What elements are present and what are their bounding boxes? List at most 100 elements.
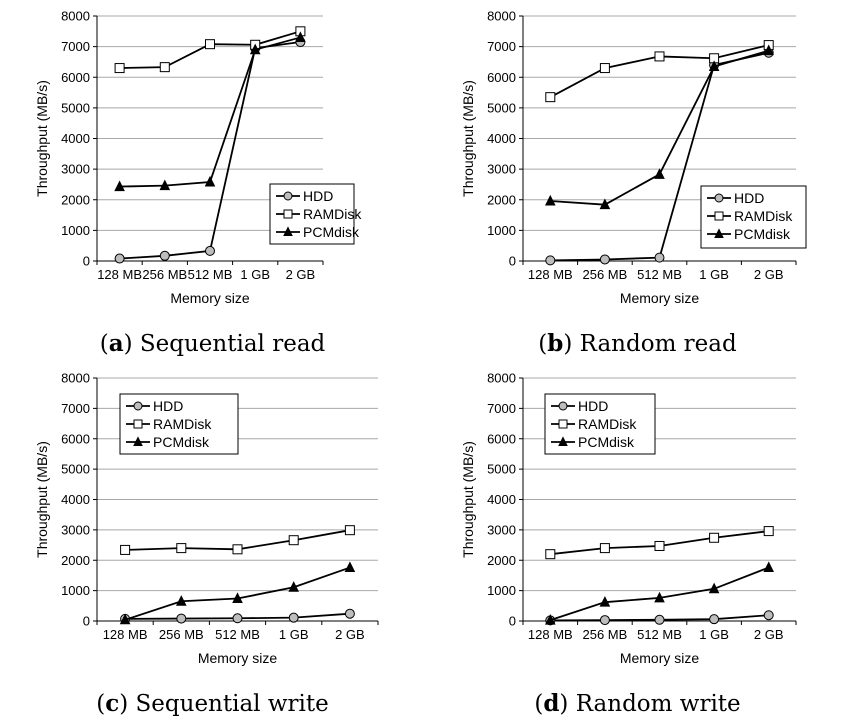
panel-d-series-pcmdisk-point [544,613,556,625]
panel-a-legend-pcmdisk-label: PCMdisk [303,224,360,240]
panel-b-legend-pcmdisk-marker [714,228,724,238]
panel-b-ytick-label: 3000 [487,162,516,177]
panel-d-series-pcmdisk-point [599,596,611,607]
caption-c-letter: c [105,690,120,717]
panel-b-legend-hdd-marker [714,193,724,203]
panel-c-ytick-label: 4000 [61,492,90,507]
caption-a: (a) Sequential read [99,330,326,357]
panel-d-ytick-label: 1000 [487,583,516,598]
panel-c-series-pcmdisk-point [175,595,187,606]
panel-b-xtick-label: 512 MB [637,267,682,282]
panel-d: 0 1000 2000 3000 4000 5000 6000 7000 8000 128 MB 2… [460,371,797,666]
panel-b-legend-hdd-label: HDD [734,190,764,206]
panel-b-series-ramdisk-point [654,51,665,62]
panel-a-series-pcmdisk-point [249,43,261,55]
caption-b: (b) Random read [538,330,737,357]
panel-a-xtick-label: 256 MB [142,267,187,282]
panel-a-ytick-label: 1000 [61,223,90,238]
panel-a-x-axis-label: Memory size [170,290,250,306]
panel-b-legend-ramdisk-label: RAMDisk [734,208,793,224]
panel-b-x-axis-label: Memory size [620,290,700,306]
panel-b-ytick-label: 1000 [487,223,516,238]
panel-d-series-ramdisk-point [545,549,556,560]
caption-c: (c) Sequential write [96,690,329,717]
panel-b-y-axis-label: Throughput (MB/s) [460,80,476,197]
panel-a-series-pcmdisk-point [114,180,125,192]
panel-a-series-hdd-point [205,245,215,256]
panel-b-xtick-label: 128 MB [528,267,573,282]
panel-d-x-axis-label: Memory size [620,650,700,666]
panel-a-series-pcmdisk-point [204,175,216,187]
panel-c-ytick-label: 3000 [61,522,90,537]
panel-c: 0 1000 2000 3000 4000 5000 6000 7000 8000 128 MB 2… [34,371,379,666]
panel-d-ytick-label: 6000 [487,431,516,446]
panel-c-ytick-label: 8000 [61,371,90,386]
panel-b-series-pcmdisk-point [708,60,720,72]
panel-b-series-pcmdisk-point [599,198,611,210]
panel-d-series-pcmdisk-point [763,561,775,573]
panel-d-series-ramdisk-point [763,526,774,537]
caption-d-letter: d [543,690,560,717]
panel-c-series-pcmdisk-point [344,561,356,573]
panel-d-y-axis-label: Throughput (MB/s) [460,441,476,558]
panel-d-series-hdd-point [599,615,610,626]
panel-a-series-pcmdisk-point [295,31,306,42]
panel-d-legend-hdd-marker [558,401,568,411]
panel-c-ytick-label: 2000 [61,553,90,568]
panel-c-ytick-label: 1000 [61,583,90,598]
panel-a-series-pcmdisk-point [159,179,171,191]
panel-b-series-hdd-point [654,252,665,263]
caption-d: (d) Random write [534,690,741,717]
panel-c-series-hdd-point [232,613,243,624]
panel-a-ytick-label: 6000 [61,70,90,85]
panel-a-xtick-label: 2 GB [286,267,316,282]
panel-a-ytick-label: 3000 [61,162,90,177]
panel-c-legend-ramdisk-marker [133,419,143,429]
panel-c-legend-hdd-marker [133,401,143,411]
panel-a-xtick-label: 128 MB [97,267,142,282]
panel-b-legend-pcmdisk-label: PCMdisk [734,226,791,242]
panel-b-series-pcmdisk-point [654,168,665,179]
panel-d-xtick-label: 256 MB [582,627,627,642]
panel-d-legend-pcmdisk-label: PCMdisk [578,434,635,450]
panel-c-legend-hdd-label: HDD [153,398,183,414]
panel-d-ytick-label: 5000 [487,462,516,477]
panel-b-xtick-label: 1 GB [699,267,729,282]
panel-b: 0 1000 2000 3000 4000 5000 6000 7000 8000 128 MB 2… [460,9,807,306]
panel-a-ytick-label: 5000 [61,100,90,115]
panel-b-legend-ramdisk-marker [714,211,724,221]
panel-a-series-pcmdisk-line [119,36,301,188]
panel-c-ytick-label: 7000 [61,401,90,416]
panel-a-ytick-label: 4000 [61,131,90,146]
panel-c-series-hdd-point [344,608,355,619]
panel-d-series-hdd-point [709,614,720,625]
panel-a-ytick-label: 7000 [61,39,90,54]
panel-b-ytick-label: 2000 [487,192,516,207]
panel-d-series-ramdisk-point [654,540,665,551]
panel-c-series-pcmdisk-point [119,613,131,625]
panel-b-series-ramdisk-point [545,92,556,103]
panel-d-xtick-label: 1 GB [699,627,729,642]
panel-c-series-ramdisk-point [344,525,355,536]
panel-c-x-axis-label: Memory size [198,650,278,666]
panel-c-legend-pcmdisk-label: PCMdisk [153,434,210,450]
panel-a-legend-ramdisk-label: RAMDisk [303,206,362,222]
panel-c-series-ramdisk-point [288,535,299,546]
panel-d-series-pcmdisk-point [654,591,665,603]
panel-d-legend-pcmdisk-marker [558,436,568,446]
panel-a-y-axis-label: Throughput (MB/s) [34,80,50,197]
panel-d-series-hdd-point [654,614,665,625]
panel-b-xtick-label: 256 MB [582,267,627,282]
panel-b-ytick-label: 7000 [487,39,516,54]
panel-b-series-pcmdisk-point [544,194,556,206]
panel-d-legend-ramdisk-marker [558,419,568,429]
panel-a-legend-hdd-label: HDD [303,188,333,204]
panel-b-series-pcmdisk-point [763,44,775,56]
panel-c-series-ramdisk-point [232,544,243,555]
panel-c-xtick-label: 256 MB [159,627,204,642]
panel-c-y-axis-label: Throughput (MB/s) [34,441,50,558]
panel-b-series-ramdisk-point [599,63,610,74]
panel-b-ytick-label: 5000 [487,100,516,115]
panel-c-series-pcmdisk-point [288,581,300,592]
